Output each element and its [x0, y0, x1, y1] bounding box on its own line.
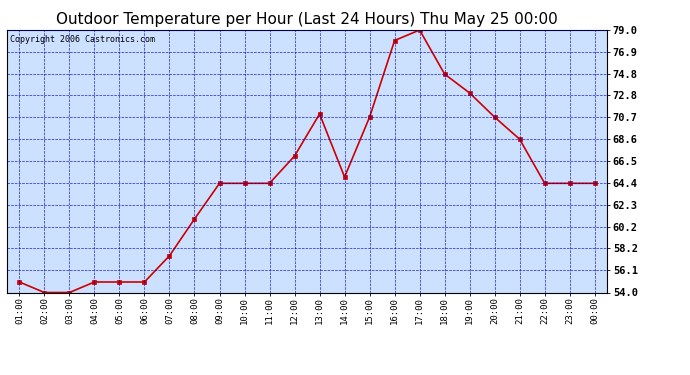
Title: Outdoor Temperature per Hour (Last 24 Hours) Thu May 25 00:00: Outdoor Temperature per Hour (Last 24 Ho…: [56, 12, 558, 27]
Text: Copyright 2006 Castronics.com: Copyright 2006 Castronics.com: [10, 35, 155, 44]
